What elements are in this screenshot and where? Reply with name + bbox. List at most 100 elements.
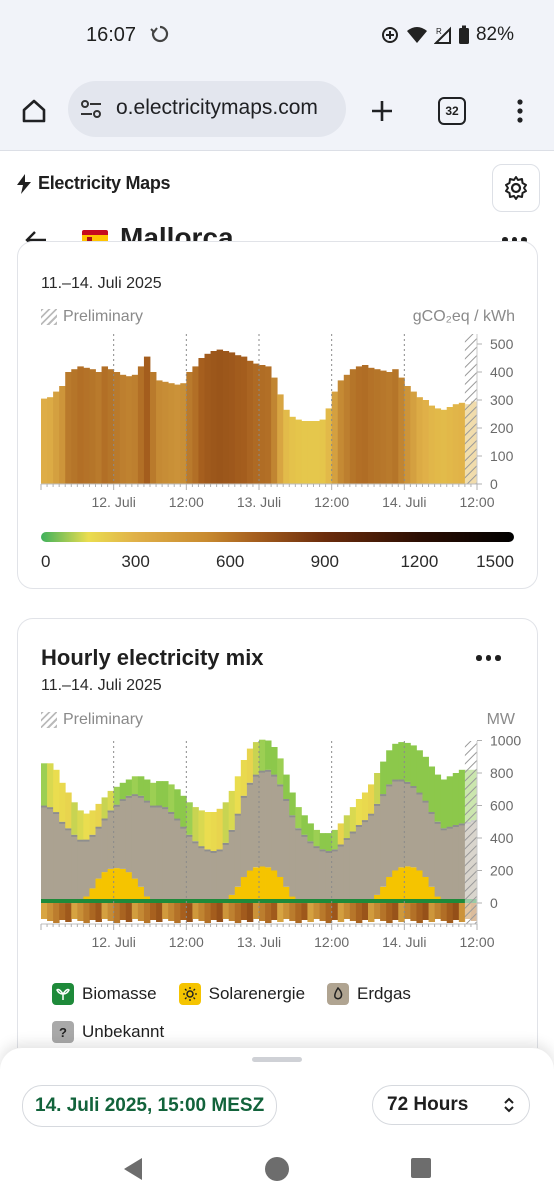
mix-negative-bar [277, 903, 284, 922]
mix-solarenergie-bar [101, 872, 109, 903]
mix-gas-edge [410, 786, 417, 788]
carbon-bar [452, 404, 460, 484]
electricity-mix-card: Hourly electricity mix 11.–14. Juli 2025… [17, 618, 538, 1048]
mix-erdgas-bar [47, 807, 54, 903]
mix-negative-bar [337, 903, 345, 922]
mix-gas-edge [325, 851, 333, 853]
mix-solarenergie-bar [113, 868, 121, 903]
brand-logo[interactable]: Electricity Maps [16, 173, 171, 194]
zone-menu-icon[interactable] [502, 237, 527, 243]
mix-erdgas-bar [337, 844, 345, 903]
time-range-select[interactable]: 72 Hours [372, 1085, 530, 1125]
home-icon[interactable] [14, 91, 54, 131]
mix-unbekannt-bar [204, 812, 211, 850]
browser-menu-icon[interactable] [500, 91, 540, 131]
mix-erdgas-bar [240, 795, 248, 878]
y-tick-label: 100 [490, 448, 514, 464]
carbon-color-scale [41, 532, 514, 542]
tab-switcher-button[interactable]: 32 [432, 91, 472, 131]
mix-negative-bar [404, 903, 411, 919]
carbon-bar [252, 363, 260, 484]
mix-negative-bar [368, 903, 375, 922]
mix-negative-bar [228, 903, 236, 921]
carbon-bar [174, 384, 181, 484]
settings-button[interactable] [492, 164, 540, 212]
carbon-bar [325, 408, 333, 484]
mix-date-range: 11.–14. Juli 2025 [41, 677, 162, 694]
mix-unbekannt-bar [325, 833, 333, 851]
carbon-bar [222, 351, 230, 484]
url-text: o.electricitymaps.com [116, 96, 318, 119]
mix-negative-bar [162, 903, 169, 919]
mix-negative-bar [77, 903, 84, 921]
mix-gas-edge [386, 784, 393, 787]
carbon-preliminary: Preliminary [41, 308, 143, 326]
mix-negative-bar [428, 903, 436, 922]
x-tick-label: 12. Juli [91, 934, 135, 950]
mix-erdgas-bar [143, 800, 151, 897]
drag-handle[interactable] [252, 1057, 302, 1062]
mix-negative-bar [252, 903, 260, 919]
mix-card-menu-icon[interactable] [476, 655, 501, 661]
mix-unbekannt-bar [343, 815, 351, 839]
legend-biomasse[interactable]: Biomasse [52, 983, 157, 1005]
mix-erdgas-bar [77, 839, 84, 902]
mix-gas-edge [125, 795, 133, 798]
mix-gas-edge [252, 774, 260, 777]
selected-datetime-button[interactable]: 14. Juli 2025, 15:00 MESZ [22, 1085, 278, 1127]
mix-preliminary-label: Preliminary [63, 711, 144, 728]
y-tick-label: 0 [490, 476, 498, 492]
x-tick-label: 12:00 [169, 494, 204, 510]
carbon-intensity-chart[interactable]: 500 400 300 200 100 0 12. Juli 12:00 13. Juli 12:… [18, 330, 537, 530]
mix-negative-bar [192, 903, 199, 919]
mix-unbekannt-bar [143, 779, 151, 801]
carbon-bar [458, 402, 466, 484]
mix-negative-bar [71, 903, 78, 919]
legend-unbekannt[interactable]: ? Unbekannt [52, 1021, 164, 1043]
mix-gas-edge [150, 805, 157, 808]
site-settings-icon[interactable] [80, 99, 102, 119]
mix-solarenergie-bar [392, 870, 399, 903]
mix-erdgas-bar [222, 842, 230, 902]
nav-back-icon[interactable] [120, 1156, 146, 1182]
carbon-bar [246, 360, 254, 484]
mix-erdgas-bar [198, 846, 205, 903]
new-tab-icon[interactable] [362, 91, 402, 131]
gear-icon [505, 176, 527, 200]
y-tick-label: 300 [490, 392, 514, 408]
carbon-bar [295, 419, 302, 484]
carbon-bar [368, 367, 375, 484]
mix-erdgas-bar [71, 834, 78, 904]
carbon-bar [156, 380, 163, 484]
carbon-bar [143, 356, 151, 484]
question-icon: ? [52, 1021, 74, 1043]
mix-gas-edge [65, 828, 72, 831]
electricity-mix-chart[interactable]: 1000 800 600 400 200 0 12. Juli 12:00 13. Juli 12… [18, 735, 537, 971]
time-controller-sheet: 14. Juli 2025, 15:00 MESZ 72 Hours [0, 1048, 554, 1154]
mix-negative-bar [355, 903, 363, 923]
nav-recents-icon[interactable] [410, 1157, 432, 1179]
mix-gas-edge [228, 829, 236, 832]
mix-erdgas-bar [259, 770, 266, 867]
mix-negative-bar [234, 903, 242, 923]
mix-negative-bar [101, 903, 109, 919]
mix-unbekannt-bar [301, 815, 308, 835]
y-tick-label: 200 [490, 420, 514, 436]
legend-solarenergie[interactable]: Solarenergie [178, 983, 306, 1005]
mix-negative-bar [95, 903, 102, 922]
mix-erdgas-bar [355, 825, 363, 903]
nav-home-icon[interactable] [264, 1156, 290, 1182]
address-bar[interactable]: o.electricitymaps.com [68, 81, 346, 137]
legend-erdgas[interactable]: Erdgas [327, 983, 411, 1005]
mix-erdgas-bar [137, 795, 145, 887]
legend-label: Solarenergie [208, 984, 306, 1003]
mix-negative-bar [198, 903, 205, 921]
mix-gas-edge [392, 779, 399, 782]
mix-unbekannt-bar [374, 773, 381, 804]
mix-erdgas-bar [204, 849, 211, 903]
mix-negative-bar [283, 903, 290, 919]
carbon-bar [162, 381, 169, 484]
mix-erdgas-bar [41, 805, 48, 903]
mix-gas-edge [137, 795, 145, 798]
mix-negative-bar [156, 903, 163, 922]
